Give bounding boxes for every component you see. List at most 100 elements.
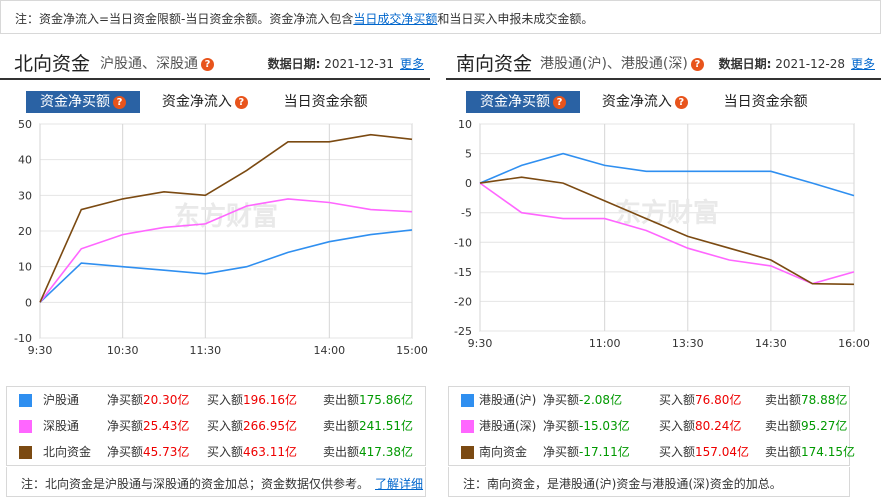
tab-balance[interactable]: 当日资金余额: [723, 94, 808, 110]
y-tick-label: 10: [18, 261, 32, 274]
net-buy: 净买额-17.11亿: [543, 445, 630, 459]
north-subtitle: 沪股通、深股通?: [100, 53, 214, 73]
south-footnote: 注：南向资金，是港股通(沪)资金与港股通(深)资金的加总。: [448, 467, 850, 497]
north-footnote: 注：北向资金是沪股通与深股通的资金加总；资金数据仅供参考。 了解详细: [6, 467, 426, 497]
north-tabs: 资金净买额? 资金净流入? 当日资金余额: [26, 91, 386, 113]
x-tick-label: 16:00: [838, 337, 870, 350]
series-swatch: [19, 420, 32, 433]
series-swatch: [19, 394, 32, 407]
tab-net-inflow[interactable]: 资金净流入?: [588, 91, 702, 113]
net-buy: 净买额-15.03亿: [543, 419, 630, 433]
series-swatch: [461, 394, 474, 407]
x-tick-label: 11:00: [589, 337, 621, 350]
footnote-text: 注：南向资金，是港股通(沪)资金与港股通(深)资金的加总。: [463, 477, 782, 491]
y-tick-label: 0: [25, 296, 32, 309]
y-tick-label: 0: [465, 177, 472, 190]
x-tick-label: 13:30: [672, 337, 704, 350]
y-tick-label: -10: [14, 332, 32, 345]
series-line: [479, 182, 855, 285]
help-icon[interactable]: ?: [690, 57, 704, 71]
watermark-text: 东方财富: [174, 201, 278, 232]
buy-amount: 买入额157.04亿: [659, 445, 750, 459]
south-date: 数据日期: 2021-12-28 更多: [718, 57, 875, 71]
series-name: 港股通(沪): [479, 393, 537, 407]
series-line: [39, 133, 413, 303]
x-tick-label: 9:30: [468, 337, 493, 350]
y-tick-label: 5: [465, 148, 472, 161]
sell-amount: 卖出额417.38亿: [323, 445, 414, 459]
y-tick-label: 10: [458, 118, 472, 131]
south-chart: -25 -20 -15 -10 -5 0 5 10 9:30 11:00 13:30 14:30 16:…: [446, 118, 881, 382]
tab-net-buy[interactable]: 资金净买额?: [466, 91, 580, 113]
x-tick-label: 9:30: [28, 344, 53, 357]
top-note: 注：资金净流入=当日资金限额-当日资金余额。资金净流入包含当日成交净买额和当日买…: [0, 0, 881, 34]
series-line: [39, 229, 413, 303]
x-tick-label: 11:30: [189, 344, 221, 357]
sell-amount: 卖出额241.51亿: [323, 419, 414, 433]
north-date: 数据日期: 2021-12-31 更多: [267, 57, 424, 71]
y-tick-label: -20: [454, 295, 472, 308]
south-subtitle: 港股通(沪)、港股通(深)?: [540, 53, 704, 73]
y-tick-label: 50: [18, 118, 32, 131]
help-icon[interactable]: ?: [674, 95, 688, 109]
buy-amount: 买入额463.11亿: [207, 445, 298, 459]
north-chart-svg: -10 0 10 20 30 40 50 9:30 10:30 11:30 14:00 15:00 东方…: [14, 118, 428, 357]
legend-row: 南向资金 净买额-17.11亿 买入额157.04亿 卖出额174.15亿: [449, 439, 855, 465]
legend-row: 港股通(深) 净买额-15.03亿 买入额80.24亿 卖出额95.27亿: [449, 413, 849, 439]
buy-amount: 买入额76.80亿: [659, 393, 742, 407]
y-tick-label: -25: [454, 325, 472, 338]
help-icon[interactable]: ?: [113, 95, 126, 109]
net-buy: 净买额25.43亿: [107, 419, 190, 433]
net-buy: 净买额20.30亿: [107, 393, 190, 407]
series-name: 沪股通: [43, 393, 80, 407]
y-tick-label: -10: [454, 236, 472, 249]
x-tick-label: 15:00: [396, 344, 428, 357]
legend-row: 沪股通 净买额20.30亿 买入额196.16亿 卖出额175.86亿: [7, 387, 425, 413]
series-line: [39, 198, 413, 303]
top-note-link[interactable]: 当日成交净买额: [353, 12, 438, 26]
net-buy: 净买额45.73亿: [107, 445, 190, 459]
top-note-suffix: 和当日买入申报未成交金额。: [437, 12, 594, 26]
y-tick-label: -15: [454, 266, 472, 279]
series-swatch: [19, 446, 32, 459]
south-panel: 南向资金 港股通(沪)、港股通(深)? 数据日期: 2021-12-28 更多 资…: [446, 46, 881, 501]
north-title: 北向资金: [14, 53, 91, 75]
buy-amount: 买入额266.95亿: [207, 419, 298, 433]
y-tick-label: 30: [18, 189, 32, 202]
learn-more-link[interactable]: 了解详细: [375, 477, 424, 491]
x-tick-label: 14:30: [755, 337, 787, 350]
north-panel: 北向资金 沪股通、深股通? 数据日期: 2021-12-31 更多 资金净买额? …: [0, 46, 430, 501]
series-line: [479, 176, 855, 286]
sell-amount: 卖出额175.86亿: [323, 393, 414, 407]
north-more-link[interactable]: 更多: [399, 57, 424, 71]
series-name: 深股通: [43, 419, 80, 433]
series-name: 港股通(深): [479, 419, 537, 433]
y-tick-label: 40: [18, 154, 32, 167]
net-buy: 净买额-2.08亿: [543, 393, 623, 407]
tab-net-inflow[interactable]: 资金净流入?: [148, 91, 262, 113]
tab-net-buy[interactable]: 资金净买额?: [26, 91, 140, 113]
north-header: 北向资金 沪股通、深股通? 数据日期: 2021-12-31 更多: [0, 46, 430, 80]
legend-row: 深股通 净买额25.43亿 买入额266.95亿 卖出额241.51亿: [7, 413, 425, 439]
south-chart-svg: -25 -20 -15 -10 -5 0 5 10 9:30 11:00 13:30 14:30 16:…: [454, 118, 870, 350]
series-name: 南向资金: [479, 445, 528, 459]
north-legend: 沪股通 净买额20.30亿 买入额196.16亿 卖出额175.86亿 深股通 …: [6, 386, 426, 466]
south-more-link[interactable]: 更多: [850, 57, 875, 71]
north-chart: -10 0 10 20 30 40 50 9:30 10:30 11:30 14:00 15:00 东方…: [0, 118, 430, 382]
south-title: 南向资金: [456, 53, 533, 75]
help-icon[interactable]: ?: [201, 57, 214, 71]
series-name: 北向资金: [43, 445, 92, 459]
series-swatch: [461, 420, 474, 433]
legend-row: 北向资金 净买额45.73亿 买入额463.11亿 卖出额417.38亿: [7, 439, 425, 465]
legend-row: 港股通(沪) 净买额-2.08亿 买入额76.80亿 卖出额78.88亿: [449, 387, 849, 413]
sell-amount: 卖出额95.27亿: [765, 419, 848, 433]
sell-amount: 卖出额174.15亿: [765, 445, 856, 459]
tab-balance[interactable]: 当日资金余额: [283, 94, 368, 110]
help-icon[interactable]: ?: [553, 95, 566, 109]
help-icon[interactable]: ?: [234, 95, 248, 109]
watermark-text: 东方财富: [615, 198, 719, 229]
y-tick-label: -5: [461, 207, 472, 220]
series-swatch: [461, 446, 474, 459]
x-tick-label: 14:00: [313, 344, 345, 357]
buy-amount: 买入额80.24亿: [659, 419, 742, 433]
